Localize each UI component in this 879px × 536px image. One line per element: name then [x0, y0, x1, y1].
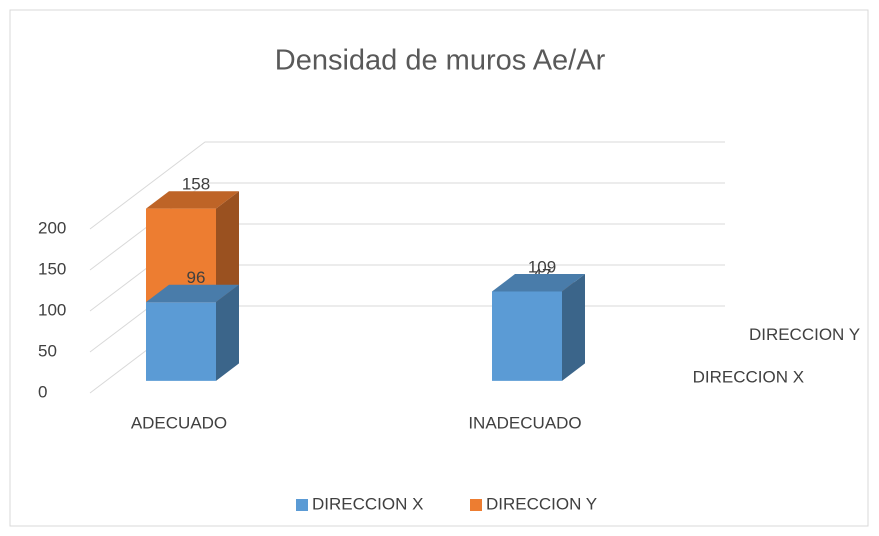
y-tick-label: 150: [38, 259, 66, 278]
grid-line: [89, 182, 725, 271]
data-label: 96: [187, 268, 206, 287]
x-tick-label: ADECUADO: [131, 413, 227, 432]
bar-top: [146, 284, 239, 303]
data-label: 109: [528, 258, 556, 277]
depth-axis-label: DIRECCION Y: [749, 325, 860, 344]
y-tick-label: 200: [38, 218, 66, 237]
bar-top: [492, 274, 585, 292]
depth-axis-label: DIRECCION X: [693, 368, 804, 387]
bar-top: [146, 191, 239, 209]
legend-swatch: [470, 499, 482, 511]
y-tick-label: 0: [38, 382, 47, 401]
chart-title: Densidad de muros Ae/Ar: [275, 45, 606, 77]
legend-label: DIRECCION X: [312, 494, 423, 513]
x-tick-label: INADECUADO: [468, 413, 581, 432]
grid-line: [89, 141, 725, 230]
chart-border: [9, 9, 869, 527]
data-label: 158: [182, 175, 210, 194]
y-tick-label: 50: [38, 341, 57, 360]
y-tick-label: 100: [38, 300, 66, 319]
bar-side: [562, 274, 585, 381]
legend-label: DIRECCION Y: [486, 494, 597, 513]
bar-side: [216, 284, 239, 381]
legend-swatch: [296, 499, 308, 511]
bar: [146, 302, 216, 381]
bar: [492, 291, 562, 381]
